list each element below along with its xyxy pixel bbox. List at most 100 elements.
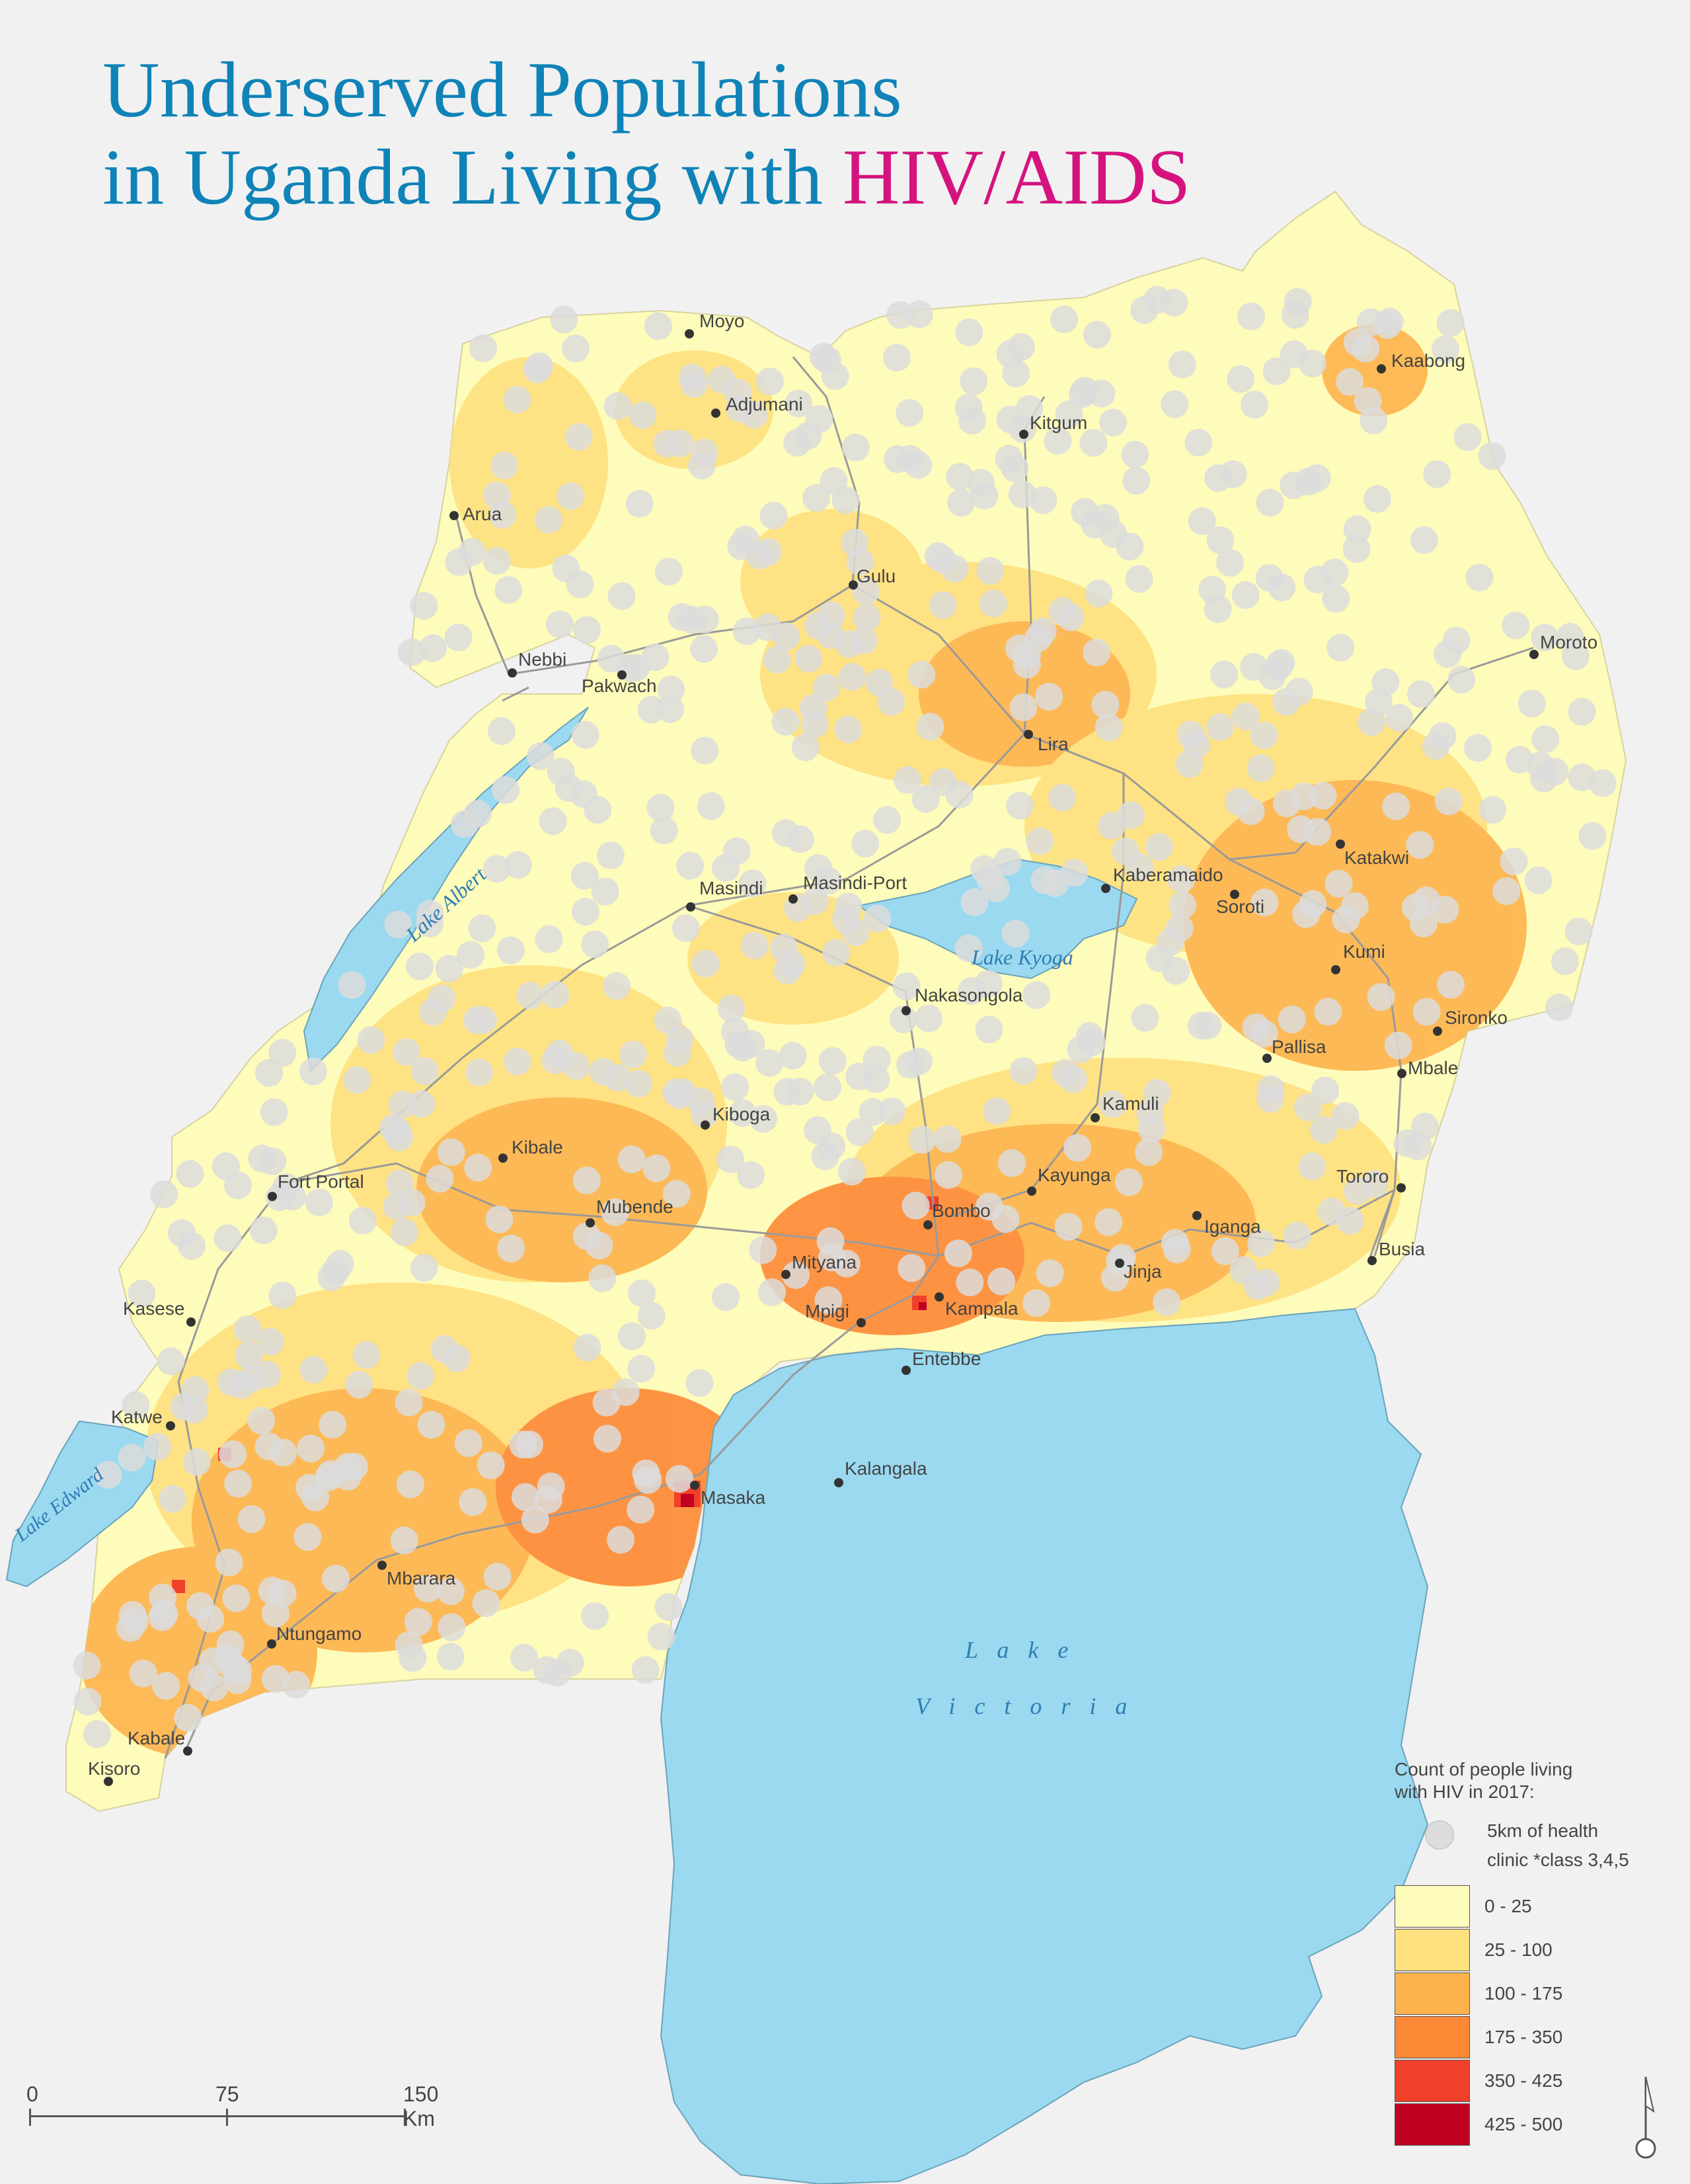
clinic-buffer (728, 1099, 757, 1127)
clinic-buffer (802, 484, 831, 512)
clinic-buffer (804, 611, 832, 640)
clinic-buffer (983, 1097, 1011, 1125)
clinic-buffer (1325, 869, 1353, 898)
clinic-buffer (223, 1171, 252, 1200)
clinic-buffer (597, 841, 625, 869)
clinic-buffer (619, 1040, 647, 1069)
clinic-buffer (1091, 690, 1120, 719)
clinic-buffer (691, 736, 719, 765)
clinic-buffer (1367, 983, 1395, 1011)
clinic-buffer (749, 1236, 777, 1264)
clinic-buffer (966, 469, 995, 497)
clinic-buffer (647, 1623, 675, 1651)
clinic-buffer (546, 610, 574, 639)
clinic-buffer (588, 1264, 617, 1292)
clinic-buffer (755, 1049, 784, 1077)
clinic-buffer (1256, 488, 1284, 517)
clinic-buffer (1303, 464, 1331, 492)
clinic-buffer (1165, 914, 1194, 943)
legend-clinic-item: 5km of health clinic *class 3,4,5 (1395, 1813, 1672, 1872)
clinic-buffer (148, 1603, 176, 1631)
clinic-buffer (1095, 1208, 1123, 1236)
clinic-buffer (1044, 426, 1072, 455)
clinic-buffer (601, 1198, 629, 1226)
clinic-buffer (1360, 1170, 1389, 1198)
clinic-buffer (152, 1672, 180, 1700)
clinic-buffer (573, 616, 601, 644)
clinic-buffer (392, 1038, 420, 1066)
clinic-buffer (539, 807, 567, 836)
clinic-buffer (716, 1145, 745, 1173)
clinic-buffer (603, 972, 631, 1000)
clinic-buffer (591, 877, 619, 906)
clinic-buffer (526, 742, 555, 770)
clinic-buffer (1284, 288, 1312, 316)
clinic-buffer (1206, 526, 1235, 555)
clinic-buffer (585, 1231, 613, 1260)
clinic-buffer (384, 910, 412, 939)
title-line1: Underserved Populations (102, 46, 902, 134)
clinic-buffer (644, 312, 673, 340)
clinic-buffer (571, 721, 599, 749)
scale-bar-tick (29, 2109, 31, 2126)
clinic-buffer (859, 1098, 887, 1126)
legend-swatch (1395, 1885, 1470, 1928)
clinic-buffer (1342, 535, 1371, 563)
title-line2-prefix: in Uganda Living with (102, 133, 843, 221)
clinic-buffer (343, 1066, 371, 1094)
clinic-buffer (410, 1253, 438, 1282)
clinic-buffer (459, 1488, 487, 1516)
clinic-buffer (970, 855, 999, 883)
clinic-buffer (248, 1144, 276, 1173)
clinic-buffer (1250, 721, 1278, 750)
legend-swatch (1395, 2060, 1470, 2102)
clinic-buffer (1406, 680, 1435, 709)
clinic-buffer (772, 819, 800, 847)
clinic-buffer (525, 352, 553, 380)
clinic-buffer (1241, 391, 1268, 419)
clinic-buffer (1006, 791, 1034, 820)
clinic-buffer (1022, 1289, 1051, 1317)
legend-swatch (1395, 2016, 1470, 2058)
clinic-buffer (1243, 1272, 1272, 1300)
clinic-buffer (960, 888, 989, 916)
clinic-buffer (697, 792, 725, 820)
legend-title-line2: with HIV in 2017: (1395, 1781, 1535, 1802)
clinic-buffer (1256, 1085, 1285, 1113)
legend-class-label: 100 - 175 (1484, 1983, 1563, 2004)
clinic-buffer (996, 405, 1024, 434)
clinic-buffer (1293, 1093, 1322, 1122)
clinic-buffer (690, 635, 718, 663)
clinic-buffer (438, 1613, 466, 1641)
clinic-buffer (1167, 865, 1196, 893)
clinic-buffer (180, 1395, 209, 1424)
clinic-buffer (200, 1673, 229, 1701)
clinic-buffer (993, 847, 1022, 876)
clinic-buffer (521, 1505, 549, 1534)
clinic-buffer (348, 1206, 377, 1235)
clinic-buffer (611, 1378, 640, 1406)
clinic-buffer (773, 956, 802, 985)
clinic-buffer (960, 367, 988, 395)
clinic-buffer (1077, 1029, 1106, 1057)
clinic-buffer (1063, 1134, 1092, 1162)
clinic-buffer (261, 1664, 289, 1693)
clinic-buffer (1206, 713, 1235, 741)
clinic-buffer (118, 1444, 146, 1472)
clinic-buffer (845, 1118, 874, 1146)
clinic-buffer (129, 1659, 157, 1688)
clinic-buffer (666, 1465, 693, 1493)
clinic-buffer (385, 1169, 414, 1198)
clinic-buffer (1121, 440, 1149, 469)
clinic-buffer (987, 1267, 1016, 1296)
clinic-buffer (174, 1703, 202, 1732)
clinic-buffer (1026, 827, 1054, 855)
clinic-buffer (1434, 640, 1462, 668)
clinic-buffer (496, 936, 525, 964)
clinic-buffer (629, 401, 657, 429)
clinic-buffer (219, 1440, 247, 1468)
scale-label-150: 150 Km (403, 2082, 439, 2130)
clinic-buffer (646, 794, 675, 822)
clinic-buffer (650, 816, 678, 845)
clinic-buffer (954, 934, 983, 962)
